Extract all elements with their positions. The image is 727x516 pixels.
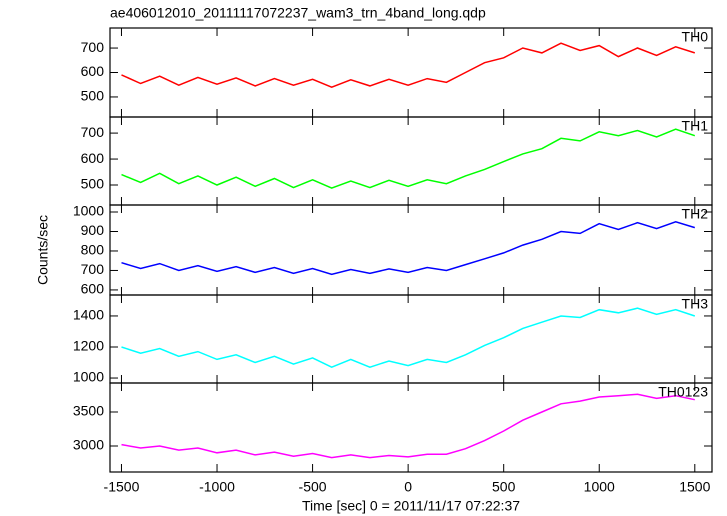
y-axis-label: Counts/sec: [35, 215, 51, 285]
panel-frame: [109, 116, 713, 206]
x-tick-label: 0: [404, 479, 412, 495]
data-line: [121, 128, 696, 189]
y-tick-label: 1400: [73, 307, 104, 323]
series-label: TH2: [682, 206, 709, 222]
y-tick-label: 600: [81, 150, 105, 166]
y-tick-label: 3500: [73, 403, 104, 419]
y-tick-label: 1000: [73, 203, 104, 219]
series-label: TH0123: [658, 384, 708, 400]
panel-frame: [109, 27, 713, 118]
x-tick-label: 1000: [584, 479, 615, 495]
panel-frame: [109, 382, 713, 473]
y-tick-label: 700: [81, 39, 105, 55]
y-tick-label: 500: [81, 88, 105, 104]
y-tick-label: 1200: [73, 338, 104, 354]
series-label: TH1: [682, 118, 709, 134]
x-tick-label: 1500: [679, 479, 710, 495]
y-tick-label: 3000: [73, 437, 104, 453]
y-tick-label: 500: [81, 176, 105, 192]
chart-title: ae406012010_20111117072237_wam3_trn_4ban…: [110, 5, 486, 21]
y-tick-label: 600: [81, 63, 105, 79]
data-line: [121, 221, 696, 276]
x-tick-label: 500: [492, 479, 516, 495]
y-tick-label: 900: [81, 222, 105, 238]
x-tick-label: -500: [299, 479, 327, 495]
x-tick-label: -1500: [104, 479, 140, 495]
y-tick-label: 1000: [73, 369, 104, 385]
y-tick-label: 700: [81, 124, 105, 140]
series-label: TH0: [682, 29, 709, 45]
data-line: [121, 42, 696, 89]
y-tick-label: 800: [81, 242, 105, 258]
x-axis-label: Time [sec] 0 = 2011/11/17 07:22:37: [302, 498, 520, 514]
data-line: [121, 307, 696, 369]
x-tick-label: -1000: [199, 479, 235, 495]
data-line: [121, 393, 695, 459]
panel-frame: [109, 204, 713, 296]
series-label: TH3: [682, 296, 709, 312]
y-tick-label: 600: [81, 281, 105, 297]
panel-frame: [109, 294, 713, 384]
y-tick-label: 700: [81, 261, 105, 277]
